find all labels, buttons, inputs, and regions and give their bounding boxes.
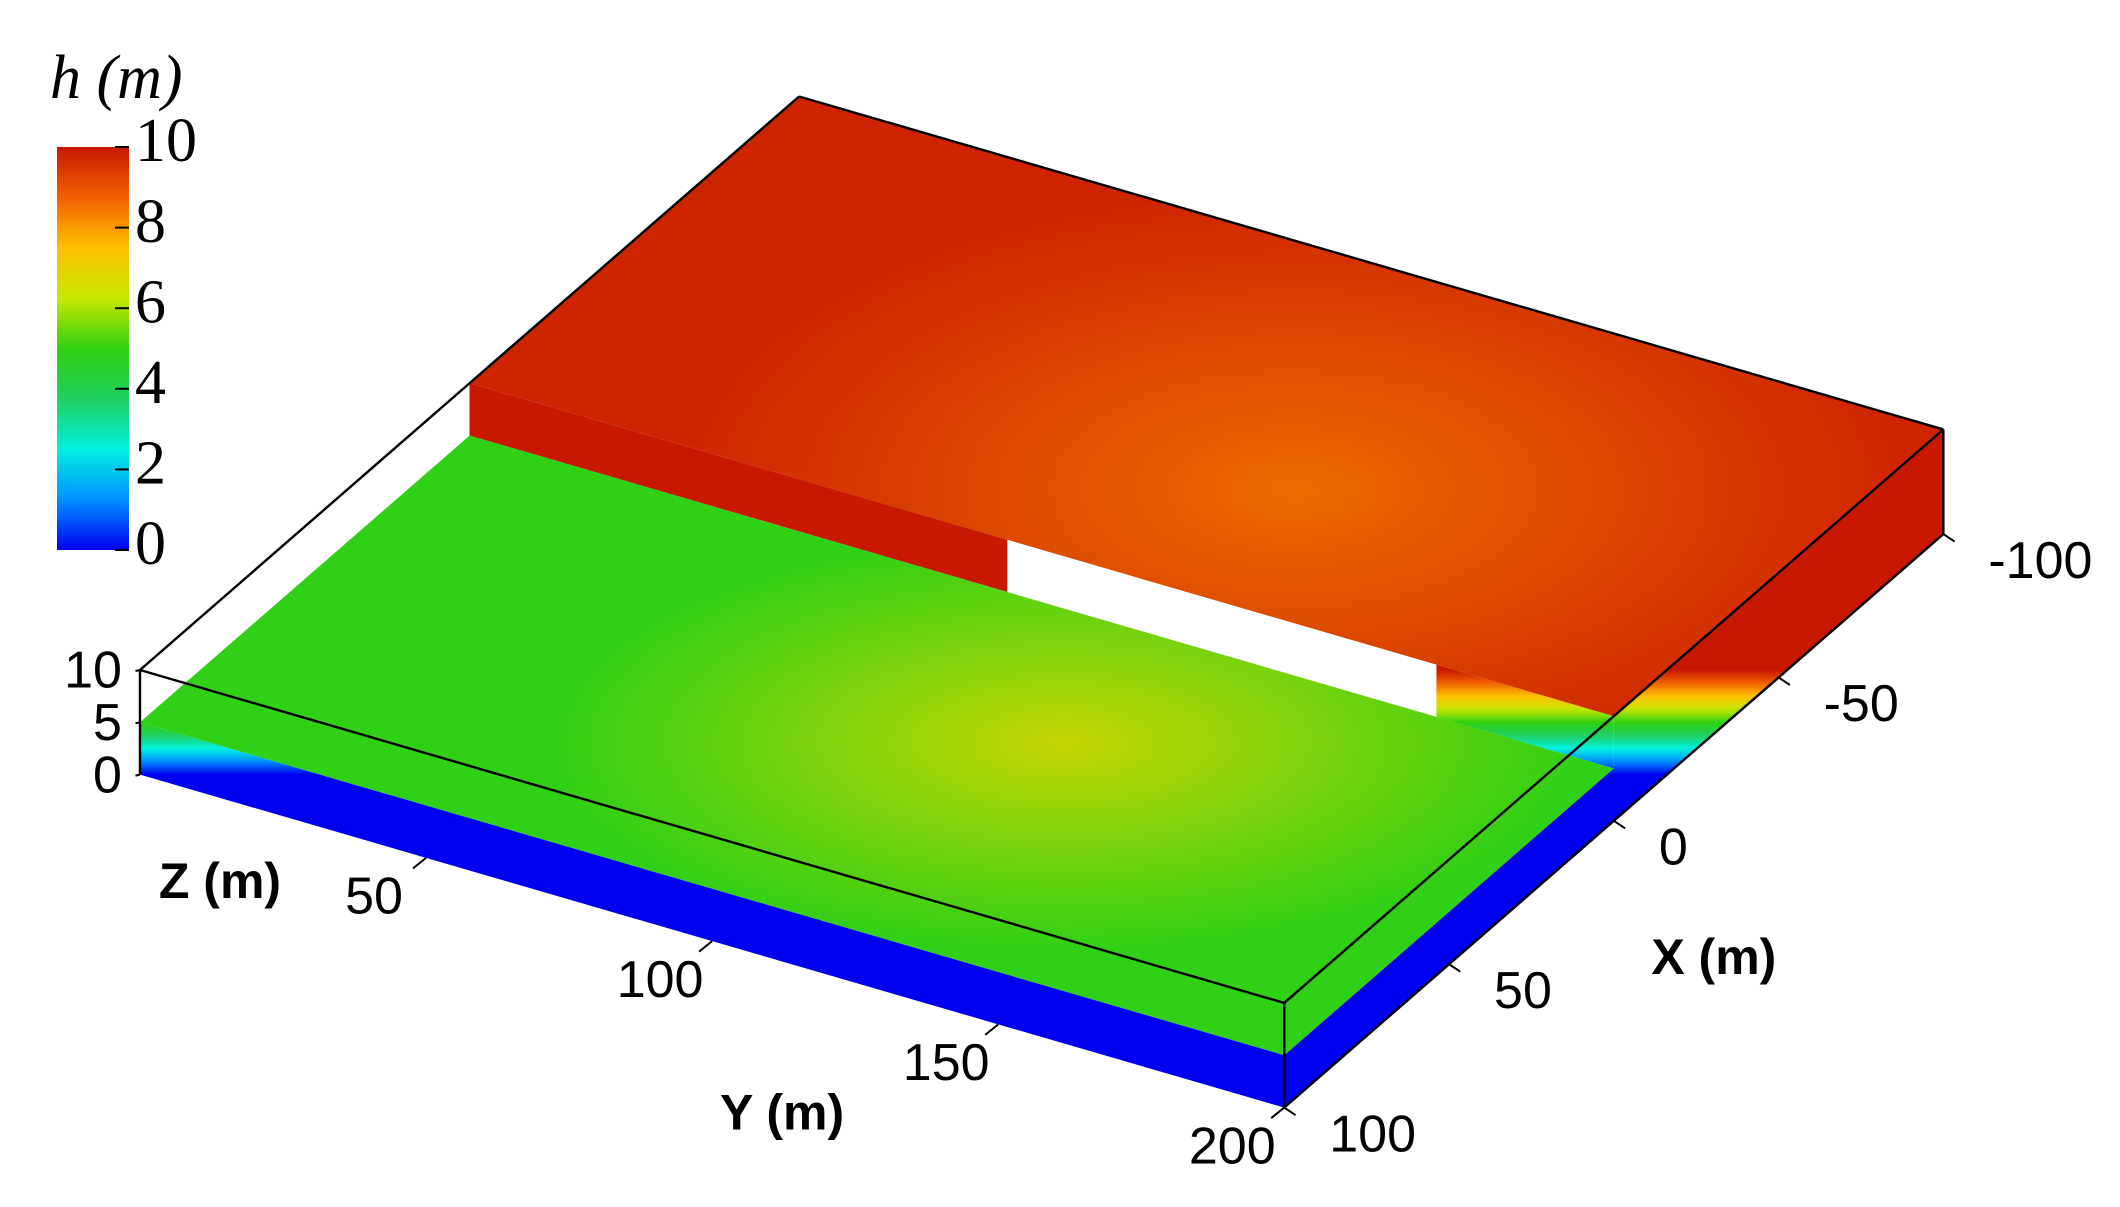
- tick-label: 5: [93, 694, 122, 752]
- tick-mark: [984, 1023, 999, 1036]
- tick-label: 0: [93, 746, 122, 804]
- colorbar-tick-label: 10: [135, 107, 197, 175]
- side-face: [1284, 429, 1944, 1108]
- tick-mark: [135, 669, 141, 672]
- y-axis-label: Y (m): [720, 1084, 844, 1140]
- colorbar-scale: [57, 147, 129, 550]
- tick-label: 0: [1659, 819, 1688, 877]
- colorbar-tick-label: 0: [135, 510, 166, 578]
- colorbar-tick-label: 6: [135, 268, 166, 336]
- dam-wall: [469, 383, 1008, 592]
- tick-mark: [1283, 1106, 1297, 1116]
- tick-mark: [135, 773, 141, 777]
- box-edge: [1283, 715, 1615, 1004]
- tick-label: 50: [1494, 962, 1552, 1020]
- scene: [138, 95, 1945, 1109]
- colorbar-tick-label: 2: [135, 430, 166, 498]
- front-face: [140, 722, 1285, 1108]
- box-edge: [139, 668, 1285, 1005]
- tick-label: -100: [1988, 532, 2092, 590]
- tick-label: 100: [1329, 1105, 1416, 1163]
- box-edge: [468, 95, 800, 385]
- tick-mark: [698, 940, 713, 953]
- dam-wall: [1436, 664, 1614, 769]
- tick-mark: [1778, 676, 1791, 686]
- colorbar-tick-label: 8: [135, 188, 166, 256]
- tick-label: 200: [1189, 1117, 1276, 1175]
- tick-mark: [1270, 1106, 1285, 1119]
- tick-label: 10: [64, 642, 122, 700]
- colorbar-tick-label: 4: [135, 349, 166, 417]
- box-edge: [139, 382, 471, 671]
- tick-mark: [412, 857, 427, 870]
- tick-mark: [1613, 820, 1626, 830]
- x-axis-label: X (m): [1651, 929, 1776, 985]
- tick-mark: [135, 721, 141, 725]
- tick-mark: [1942, 533, 1956, 543]
- colorbar-title: h (m): [50, 44, 183, 112]
- tick-label: 150: [903, 1034, 990, 1092]
- box-edge: [1283, 533, 1945, 1109]
- tick-mark: [1448, 963, 1461, 973]
- colorbar: h (m) 0 2 4 6 8 10: [50, 44, 197, 578]
- tick-label: -50: [1824, 675, 1899, 733]
- z-axis-label: Z (m): [159, 853, 281, 909]
- box-edge: [1613, 428, 1945, 718]
- box-edge: [798, 95, 1944, 431]
- tick-label: 50: [345, 868, 403, 926]
- tick-label: 100: [617, 951, 704, 1009]
